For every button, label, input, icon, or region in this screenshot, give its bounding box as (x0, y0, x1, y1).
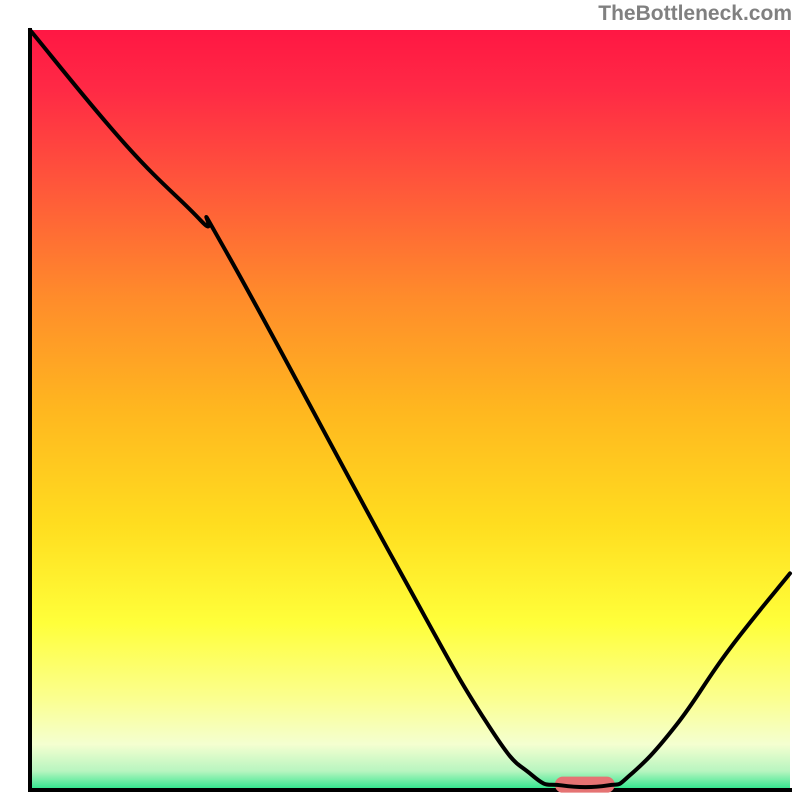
chart-container: { "watermark": { "text": "TheBottleneck.… (0, 0, 800, 800)
gradient-plot-area (30, 30, 790, 790)
bottleneck-chart (0, 0, 800, 800)
watermark-text: TheBottleneck.com (598, 2, 792, 26)
